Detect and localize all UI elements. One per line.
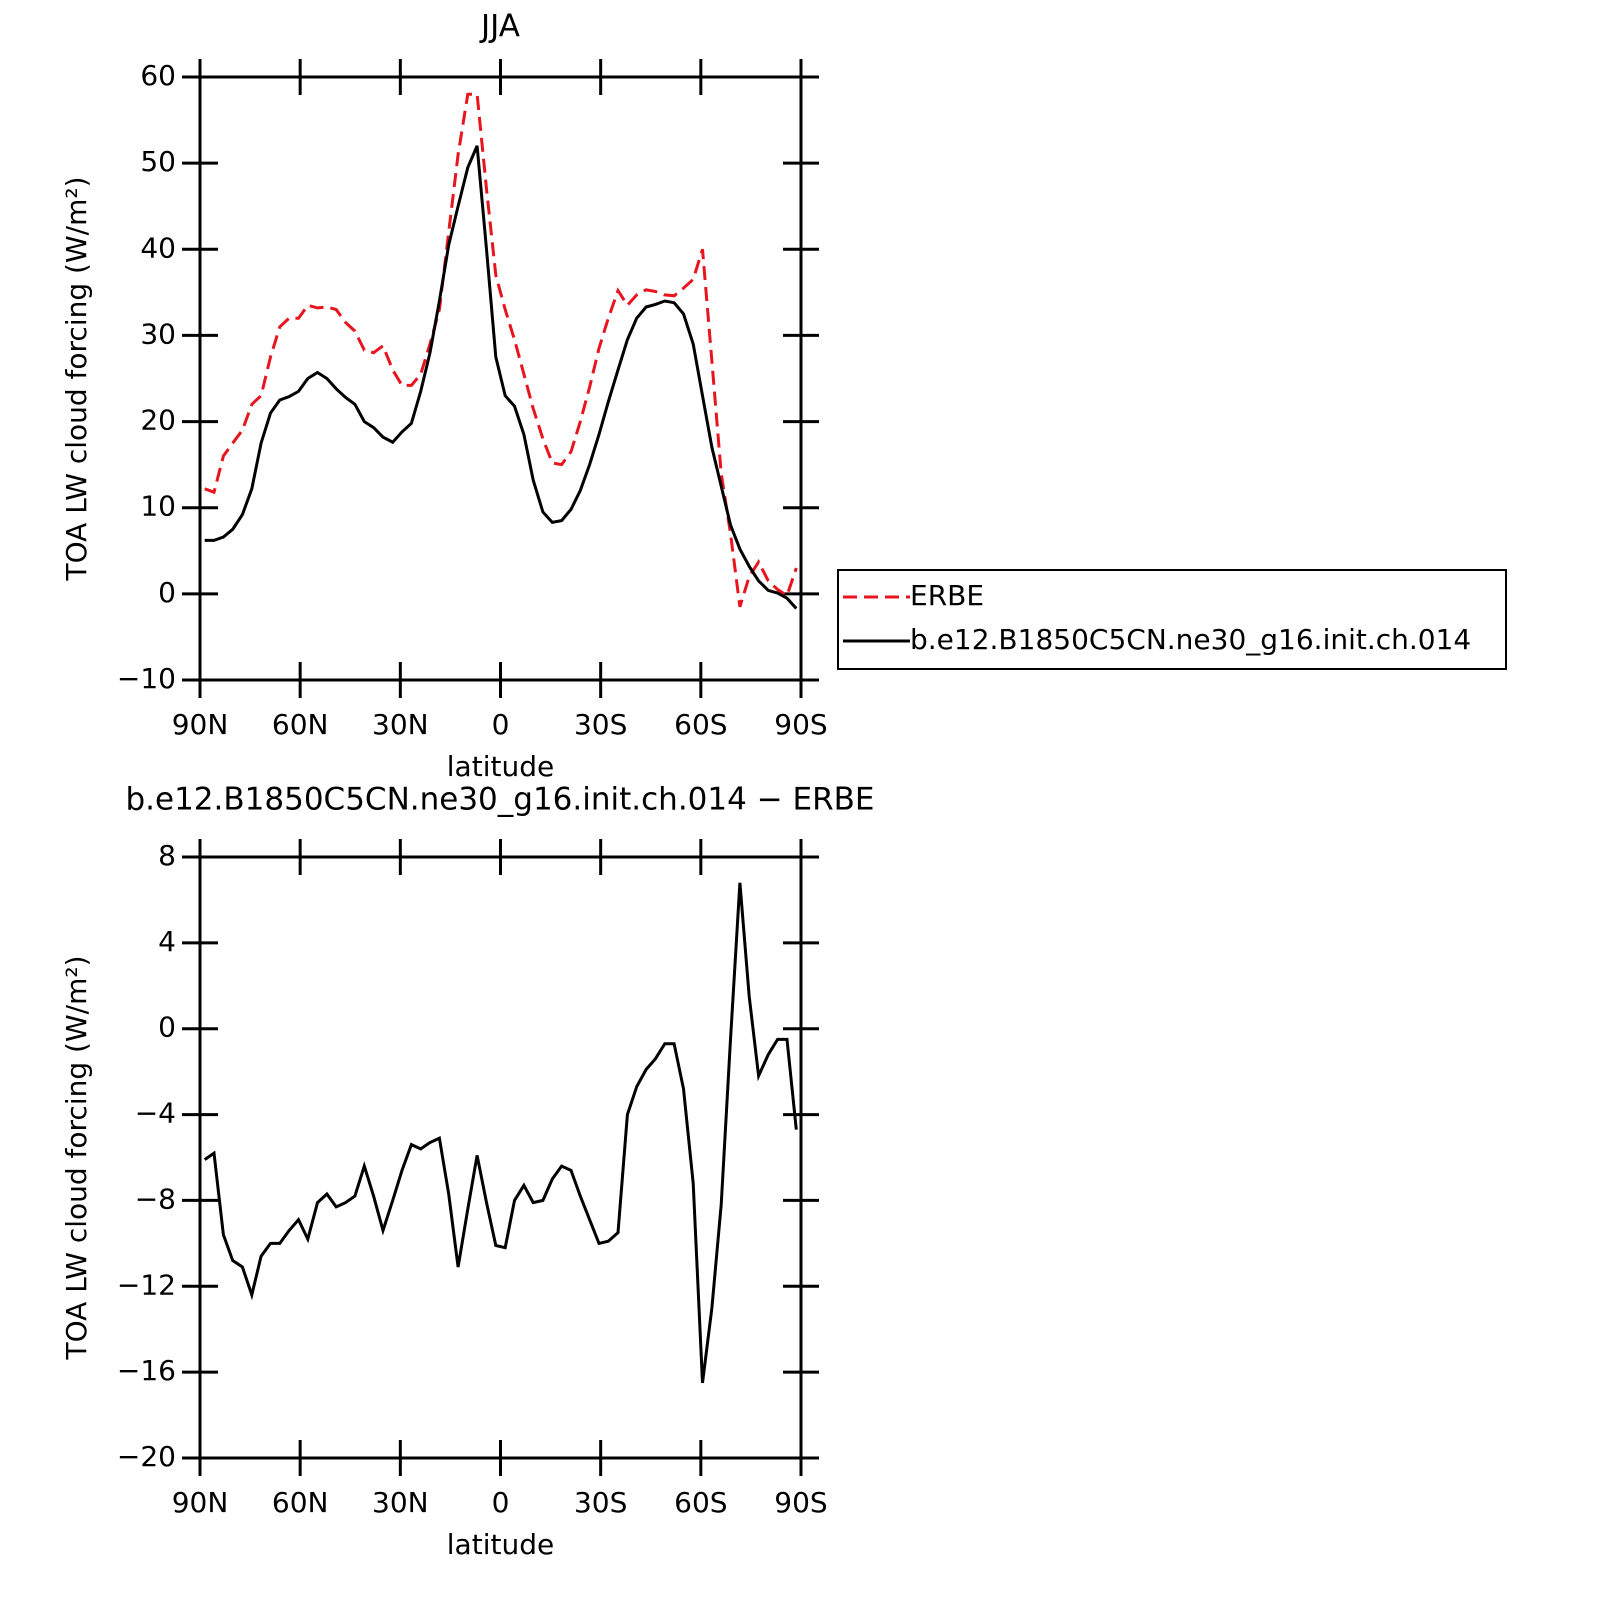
x-tick-label: 30N: [372, 1486, 429, 1519]
y-tick-label: 30: [140, 317, 176, 350]
x-tick-label: 90S: [774, 708, 827, 741]
plot-frame: [198, 855, 803, 1460]
data-line: [204, 92, 798, 608]
y-tick-label: −10: [117, 662, 176, 695]
x-tick-label: 60N: [272, 708, 329, 741]
y-tick-label: 60: [140, 59, 176, 92]
x-tick-label: 0: [492, 708, 510, 741]
legend-label: ERBE: [910, 579, 984, 612]
y-tick-label: 0: [158, 1011, 176, 1044]
y-tick-label: 4: [158, 925, 176, 958]
data-line: [204, 145, 798, 610]
y-axis-label: TOA LW cloud forcing (W/m²): [60, 177, 93, 582]
x-tick-label: 90N: [172, 1486, 229, 1519]
x-axis-label: latitude: [447, 1528, 554, 1561]
y-tick-label: 40: [140, 231, 176, 264]
chart-title: JJA: [479, 9, 520, 45]
x-tick-label: 60N: [272, 1486, 329, 1519]
y-tick-label: 0: [158, 576, 176, 609]
chart-title: b.e12.B1850C5CN.ne30_g16.init.ch.014 − E…: [125, 782, 874, 818]
x-tick-label: 0: [492, 1486, 510, 1519]
x-tick-label: 60S: [674, 1486, 727, 1519]
y-tick-label: 20: [140, 404, 176, 437]
x-axis-label: latitude: [447, 750, 554, 783]
x-tick-label: 30S: [574, 708, 627, 741]
y-tick-label: −20: [117, 1440, 176, 1473]
y-tick-label: 10: [140, 490, 176, 523]
legend-label: b.e12.B1850C5CN.ne30_g16.init.ch.014: [910, 623, 1471, 656]
y-tick-label: −4: [135, 1097, 176, 1130]
x-tick-label: 60S: [674, 708, 727, 741]
y-tick-label: −12: [117, 1268, 176, 1301]
legend-box: [837, 569, 1507, 670]
y-tick-label: 8: [158, 839, 176, 872]
y-tick-label: −16: [117, 1354, 176, 1387]
x-tick-label: 90S: [774, 1486, 827, 1519]
x-tick-label: 90N: [172, 708, 229, 741]
y-tick-label: 50: [140, 145, 176, 178]
y-tick-label: −8: [135, 1182, 176, 1215]
y-axis-label: TOA LW cloud forcing (W/m²): [60, 956, 93, 1361]
x-tick-label: 30N: [372, 708, 429, 741]
x-tick-label: 30S: [574, 1486, 627, 1519]
data-line: [203, 882, 798, 1384]
